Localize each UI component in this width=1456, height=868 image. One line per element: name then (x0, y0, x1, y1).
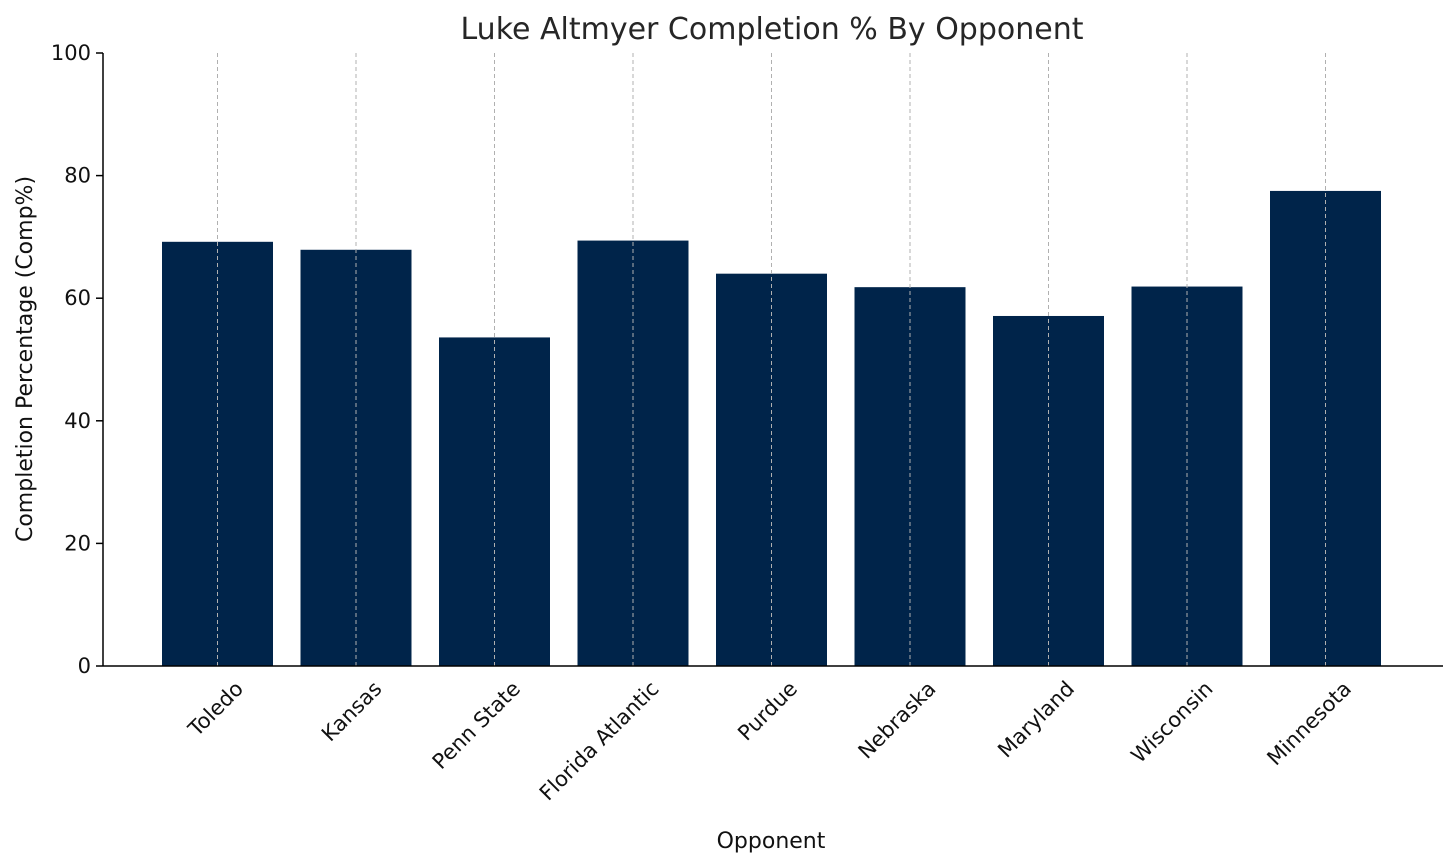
x-tick-label: Minnesota (1262, 677, 1356, 771)
chart-title: Luke Altmyer Completion % By Opponent (461, 12, 1084, 47)
x-tick-label: Kansas (317, 677, 387, 747)
x-tick-label: Wisconsin (1126, 677, 1217, 768)
y-ticks: 0 20 40 60 80 100 (51, 41, 103, 678)
x-tick-labels: Toledo Kansas Penn State Florida Atlantic Pu… (183, 677, 1356, 806)
x-axis-label: Opponent (717, 829, 826, 854)
x-tick-label: Nebraska (854, 677, 941, 764)
y-tick-label: 100 (51, 41, 91, 65)
x-tick-label: Purdue (733, 677, 802, 746)
y-tick-label: 40 (64, 409, 91, 433)
x-tick-label: Toledo (183, 677, 248, 742)
y-tick-label: 20 (64, 531, 91, 555)
y-tick-label: 80 (64, 164, 91, 188)
y-tick-label: 60 (64, 286, 91, 310)
x-tick-label: Florida Atlantic (535, 677, 664, 806)
y-tick-label: 0 (78, 654, 91, 678)
x-tick-label: Maryland (993, 677, 1079, 763)
x-tick-label: Penn State (428, 677, 525, 774)
y-axis-label: Completion Percentage (Comp%) (13, 176, 38, 542)
axes (102, 53, 1443, 667)
